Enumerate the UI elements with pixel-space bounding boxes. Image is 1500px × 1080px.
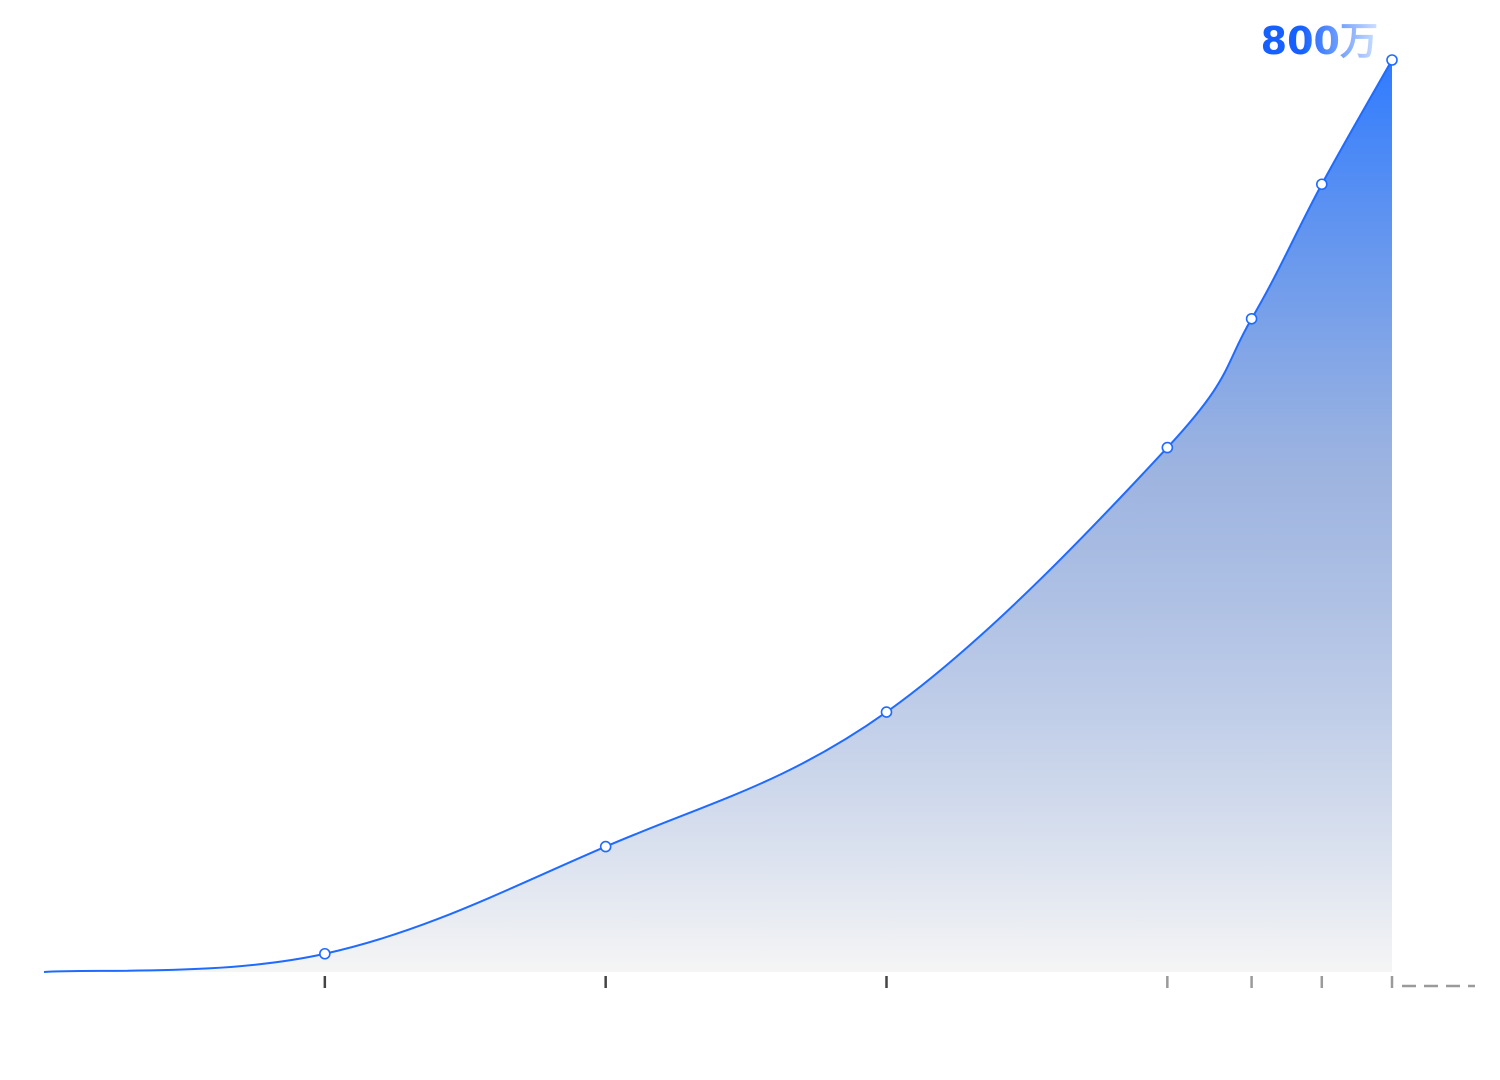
- area-fill: [44, 60, 1392, 972]
- area-layer: [44, 60, 1392, 972]
- x-axis: [323, 976, 1475, 988]
- data-point: [1161, 441, 1174, 454]
- peak-value-label: 800万: [1261, 19, 1378, 63]
- data-point: [1386, 54, 1398, 66]
- data-point: [1245, 312, 1258, 325]
- data-point: [599, 840, 612, 853]
- marker-layer: [319, 54, 1398, 960]
- data-point: [1315, 178, 1328, 191]
- data-point: [319, 947, 331, 960]
- line-layer: [43, 59, 1393, 973]
- series-line: [43, 59, 1393, 973]
- data-point: [880, 706, 893, 718]
